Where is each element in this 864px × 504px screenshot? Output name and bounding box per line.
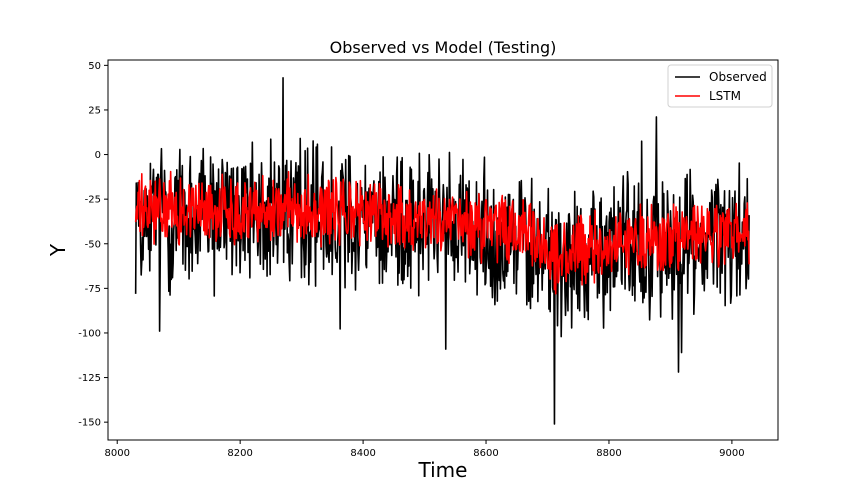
x-tick-label: 8400 bbox=[350, 448, 375, 459]
x-tick-label: 8200 bbox=[227, 448, 252, 459]
legend-label-lstm: LSTM bbox=[709, 89, 741, 103]
y-tick-label: 0 bbox=[95, 150, 101, 161]
series-line-lstm bbox=[134, 170, 750, 295]
y-tick-label: -150 bbox=[78, 418, 101, 429]
y-axis: 50 25 0 -25 -50 -75 -100 -125 -150 bbox=[78, 61, 108, 429]
plot-frame bbox=[107, 59, 779, 441]
x-tick-label: 8800 bbox=[596, 448, 621, 459]
legend: Observed LSTM bbox=[667, 64, 773, 108]
y-tick-label: -50 bbox=[85, 239, 101, 250]
x-tick-label: 8600 bbox=[473, 448, 498, 459]
chart-title: Observed vs Model (Testing) bbox=[330, 38, 557, 57]
x-axis: 8000 8200 8400 8600 8800 9000 bbox=[104, 440, 745, 459]
x-tick-label: 9000 bbox=[719, 448, 744, 459]
y-tick-label: 25 bbox=[88, 105, 101, 116]
series-layer bbox=[134, 77, 750, 425]
y-tick-label: -100 bbox=[78, 328, 101, 339]
y-tick-label: -25 bbox=[85, 195, 101, 206]
x-tick-label: 8000 bbox=[104, 448, 129, 459]
y-tick-label: 50 bbox=[88, 61, 101, 72]
y-axis-label: Y bbox=[46, 243, 70, 257]
x-axis-label: Time bbox=[418, 458, 468, 482]
y-tick-label: -125 bbox=[78, 373, 101, 384]
legend-label-observed: Observed bbox=[709, 70, 767, 84]
y-tick-label: -75 bbox=[85, 284, 101, 295]
